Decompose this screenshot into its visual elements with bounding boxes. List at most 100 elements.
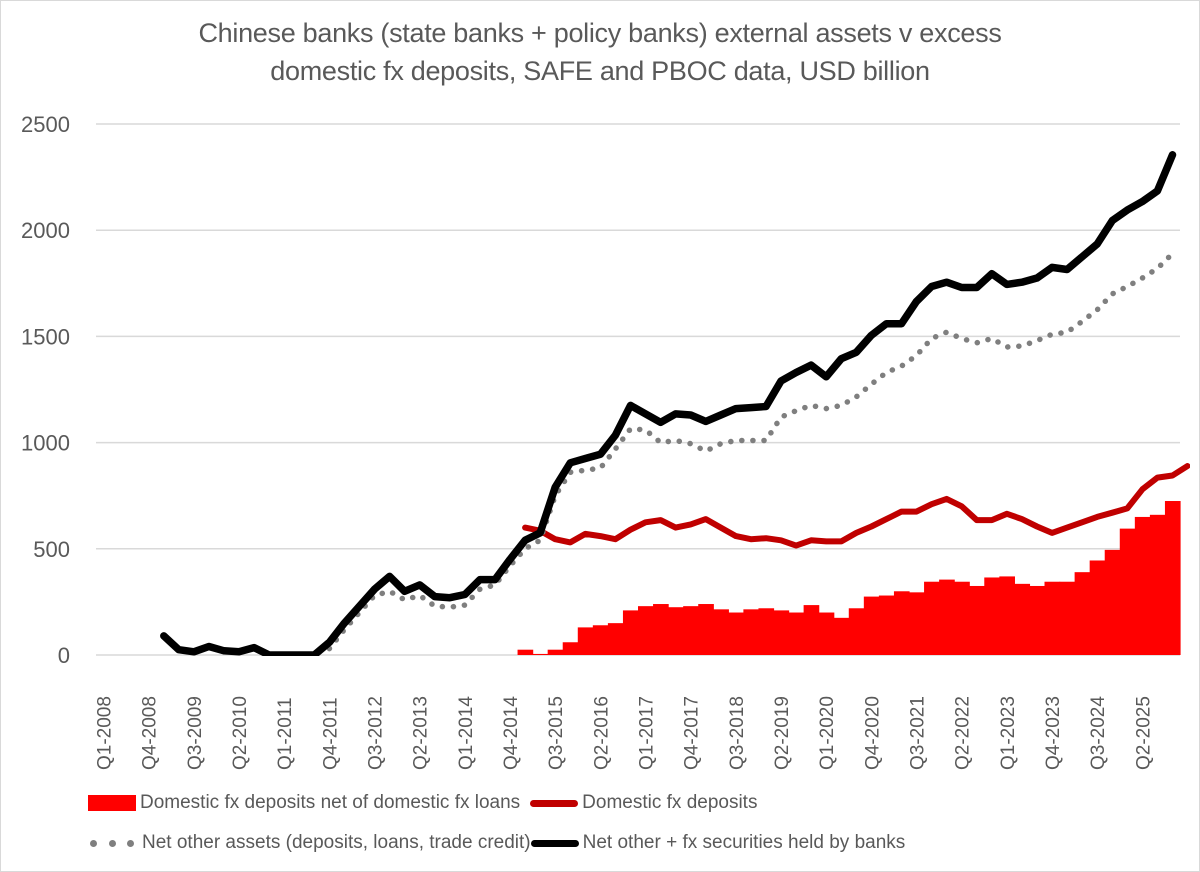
legend-label-black-line: Net other + fx securities held by banks [582, 832, 906, 853]
legend-label-bar: Domestic fx deposits net of domestic fx … [140, 792, 521, 813]
x-tick-label: Q4-2017 [682, 696, 703, 770]
dotted-line-net-other-assets [326, 250, 1176, 652]
line-domestic-fx-deposits [522, 463, 1190, 549]
y-tick-label: 2000 [21, 218, 70, 243]
bar [713, 609, 729, 655]
line-net-other-plus-securities [160, 151, 1177, 656]
bar [1074, 572, 1091, 655]
bar [683, 606, 699, 655]
bar [622, 610, 639, 655]
bar [1164, 501, 1181, 655]
bar [743, 609, 760, 655]
bar [547, 649, 564, 655]
bar [1014, 583, 1031, 655]
bar [1089, 560, 1106, 655]
x-tick-label: Q4-2011 [320, 697, 341, 770]
x-tick-label: Q2-2022 [953, 696, 974, 770]
bar [532, 653, 549, 655]
bar [999, 576, 1015, 655]
x-tick-label: Q2-2013 [411, 696, 432, 770]
bar [909, 592, 925, 655]
chart-title-line-2: domestic fx deposits, SAFE and PBOC data… [270, 56, 930, 86]
x-tick-label: Q1-2008 [95, 696, 116, 770]
bar [1104, 549, 1121, 655]
x-tick-label: Q3-2018 [727, 696, 748, 770]
legend-item-black-line: Net other + fx securities held by banks [530, 832, 906, 854]
bar [924, 581, 940, 655]
y-axis-tick-labels: 0 500 1000 1500 2000 2500 [21, 112, 70, 668]
x-tick-label: Q1-2011 [275, 697, 296, 770]
legend-item-red-line: Domestic fx deposits [530, 792, 757, 814]
bar [939, 579, 955, 655]
bar [863, 596, 880, 655]
x-tick-label: Q3-2024 [1088, 696, 1109, 770]
bar [773, 610, 790, 655]
x-tick-label: Q3-2012 [366, 696, 387, 770]
y-tick-label: 1000 [21, 431, 70, 456]
bar [1134, 516, 1151, 655]
x-tick-label: Q2-2025 [1133, 696, 1154, 770]
bar [638, 606, 654, 655]
bar [878, 595, 895, 655]
legend-swatch-dotted-line-icon [88, 839, 136, 847]
legend-swatch-black-line-icon [530, 839, 579, 847]
x-tick-label: Q1-2017 [637, 696, 658, 770]
x-tick-label: Q4-2023 [1043, 696, 1064, 770]
x-tick-label: Q2-2010 [230, 696, 251, 770]
bar [969, 585, 985, 655]
bar [984, 577, 1000, 655]
bar [1059, 581, 1076, 655]
x-tick-label: Q2-2016 [591, 696, 612, 770]
bar [728, 612, 744, 655]
bar [668, 607, 684, 655]
y-tick-label: 500 [33, 537, 70, 562]
chart-title-line-1: Chinese banks (state banks + policy bank… [198, 18, 1002, 48]
bar [653, 604, 669, 655]
bar [562, 642, 579, 655]
y-tick-label: 0 [58, 643, 70, 668]
bar [818, 612, 835, 655]
x-tick-label: Q1-2020 [817, 696, 838, 770]
x-tick-label: Q2-2019 [772, 696, 793, 770]
legend-row-2: Net other assets (deposits, loans, trade… [88, 830, 905, 856]
legend-label-red-line: Domestic fx deposits [582, 792, 758, 813]
x-tick-label: Q4-2020 [862, 696, 883, 770]
bar [758, 608, 775, 655]
bar [848, 608, 865, 655]
chart-title: Chinese banks (state banks + policy bank… [0, 14, 1200, 90]
x-tick-label: Q4-2008 [140, 696, 161, 770]
x-tick-label: Q3-2015 [546, 696, 567, 770]
bar [1119, 528, 1136, 655]
x-tick-label: Q3-2009 [185, 696, 206, 770]
bar [833, 617, 850, 655]
bar [517, 649, 534, 655]
x-tick-label: Q4-2014 [501, 696, 522, 770]
bar [788, 612, 805, 655]
bar [1044, 581, 1061, 655]
x-axis-tick-labels: Q1-2008 Q4-2008 Q3-2009 Q2-2010 Q1-2011 Q4-20… [95, 696, 1155, 770]
legend-item-bar: Domestic fx deposits net of domestic fx … [88, 792, 520, 814]
legend-row-1: Domestic fx deposits net of domestic fx … [88, 790, 757, 816]
bar [803, 605, 820, 655]
x-tick-label: Q1-2014 [456, 696, 477, 770]
bar [698, 604, 714, 655]
bar [893, 591, 910, 655]
y-tick-label: 1500 [21, 324, 70, 349]
gridlines [96, 123, 1180, 656]
y-tick-label: 2500 [21, 112, 70, 137]
x-tick-label: Q3-2021 [908, 696, 929, 770]
legend-label-dotted: Net other assets (deposits, loans, trade… [142, 832, 531, 853]
bar [1029, 585, 1046, 655]
bar-series-net-fx-deposits [517, 501, 1181, 655]
legend-swatch-red-line-icon [530, 799, 579, 807]
line-series [160, 151, 1190, 656]
x-tick-label: Q1-2023 [998, 696, 1019, 770]
bar [577, 627, 594, 655]
bar [607, 623, 624, 655]
bar [1149, 514, 1166, 655]
legend-swatch-red-bar-icon [88, 795, 136, 811]
legend-item-dotted: Net other assets (deposits, loans, trade… [88, 832, 531, 854]
bar [954, 581, 970, 655]
